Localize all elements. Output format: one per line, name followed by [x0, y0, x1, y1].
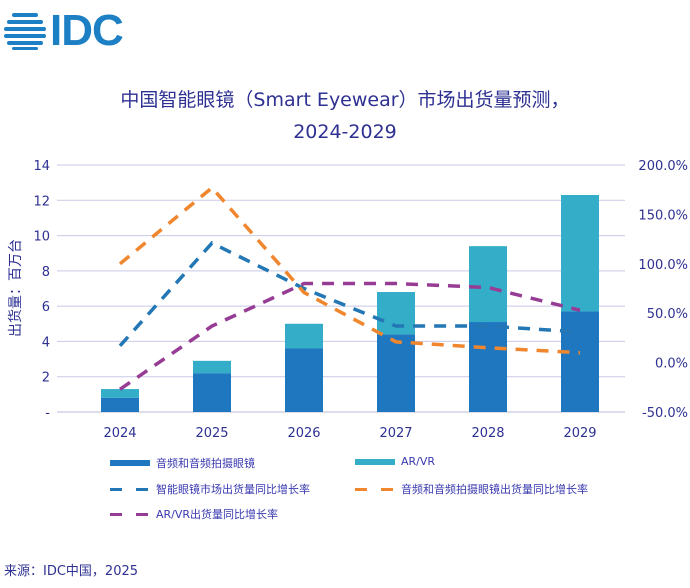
y2-tick-label: 100.0% — [638, 258, 688, 273]
x-tick-label: 2028 — [471, 426, 504, 441]
growth-line-0 — [118, 240, 581, 347]
x-tick-label: 2027 — [379, 426, 412, 441]
title-line-2: 2024-2029 — [293, 121, 397, 143]
y2-tick-label: 150.0% — [638, 208, 688, 223]
chart: 出货量：百万台 - 2 4 6 8 10 12 14 -50.0% 0.0% 50.0% 100.0%… — [7, 159, 688, 441]
legend-swatch — [110, 487, 150, 491]
y-tick-label: - — [45, 406, 50, 421]
growth-line-2 — [119, 281, 581, 391]
legend-label: AR/VR — [401, 455, 436, 468]
bar-arvr — [285, 323, 323, 349]
y-tick-label: 8 — [42, 265, 50, 280]
y2-tick-label: 0.0% — [655, 357, 688, 372]
y2-tick-label: 200.0% — [638, 159, 688, 174]
y-tick-label: 2 — [42, 371, 50, 386]
bar-audio — [377, 334, 415, 412]
bar-audio — [469, 322, 507, 412]
bar-arvr — [561, 194, 599, 312]
logo-text: IDC — [50, 6, 124, 55]
growth-line-1 — [118, 185, 581, 355]
y-axis-label: 出货量：百万台 — [7, 239, 24, 337]
legend-item-arvr: AR/VR — [355, 455, 435, 468]
legend-item-audio-growth: 音频和音频拍摄眼镜出货量同比增长率 — [355, 481, 588, 497]
bar-audio — [193, 373, 231, 412]
y2-tick-label: 50.0% — [647, 307, 688, 322]
bar-arvr — [193, 360, 231, 374]
legend-item-arvr-growth: AR/VR出货量同比增长率 — [110, 506, 278, 522]
bar-audio — [285, 348, 323, 412]
legend-label: AR/VR出货量同比增长率 — [156, 508, 279, 521]
legend-swatch — [110, 512, 150, 516]
legend-swatch — [110, 460, 150, 466]
bar-arvr — [101, 389, 139, 398]
y-tick-label: 6 — [42, 300, 50, 315]
x-tick-label: 2029 — [563, 426, 596, 441]
bar-audio — [561, 311, 599, 412]
legend-swatch — [355, 458, 395, 465]
x-tick-label: 2026 — [287, 426, 320, 441]
legend-item-audio: 音频和音频拍摄眼镜 — [110, 455, 255, 471]
y-tick-label: 10 — [33, 230, 50, 245]
y-tick-label: 4 — [42, 335, 50, 350]
bar-arvr — [469, 246, 507, 323]
globe-icon — [4, 13, 46, 50]
x-tick-label: 2024 — [103, 426, 136, 441]
y-tick-label: 12 — [33, 194, 50, 209]
bar-audio — [101, 397, 139, 412]
idc-logo: IDC — [4, 6, 124, 56]
bar-arvr — [377, 292, 415, 335]
legend-label: 智能眼镜市场出货量同比增长率 — [156, 483, 310, 496]
chart-title: 中国智能眼镜（Smart Eyewear）市场出货量预测， 2024-2029 — [0, 84, 690, 148]
y-tick-label: 14 — [33, 159, 50, 174]
x-tick-label: 2025 — [195, 426, 228, 441]
title-line-1: 中国智能眼镜（Smart Eyewear）市场出货量预测， — [120, 89, 570, 111]
source-note: 来源：IDC中国，2025 — [4, 564, 139, 579]
legend-label: 音频和音频拍摄眼镜 — [156, 457, 255, 470]
legend-item-total-growth: 智能眼镜市场出货量同比增长率 — [110, 481, 310, 497]
legend-swatch — [355, 487, 395, 491]
y2-tick-label: -50.0% — [642, 406, 688, 421]
legend-label: 音频和音频拍摄眼镜出货量同比增长率 — [401, 483, 588, 496]
